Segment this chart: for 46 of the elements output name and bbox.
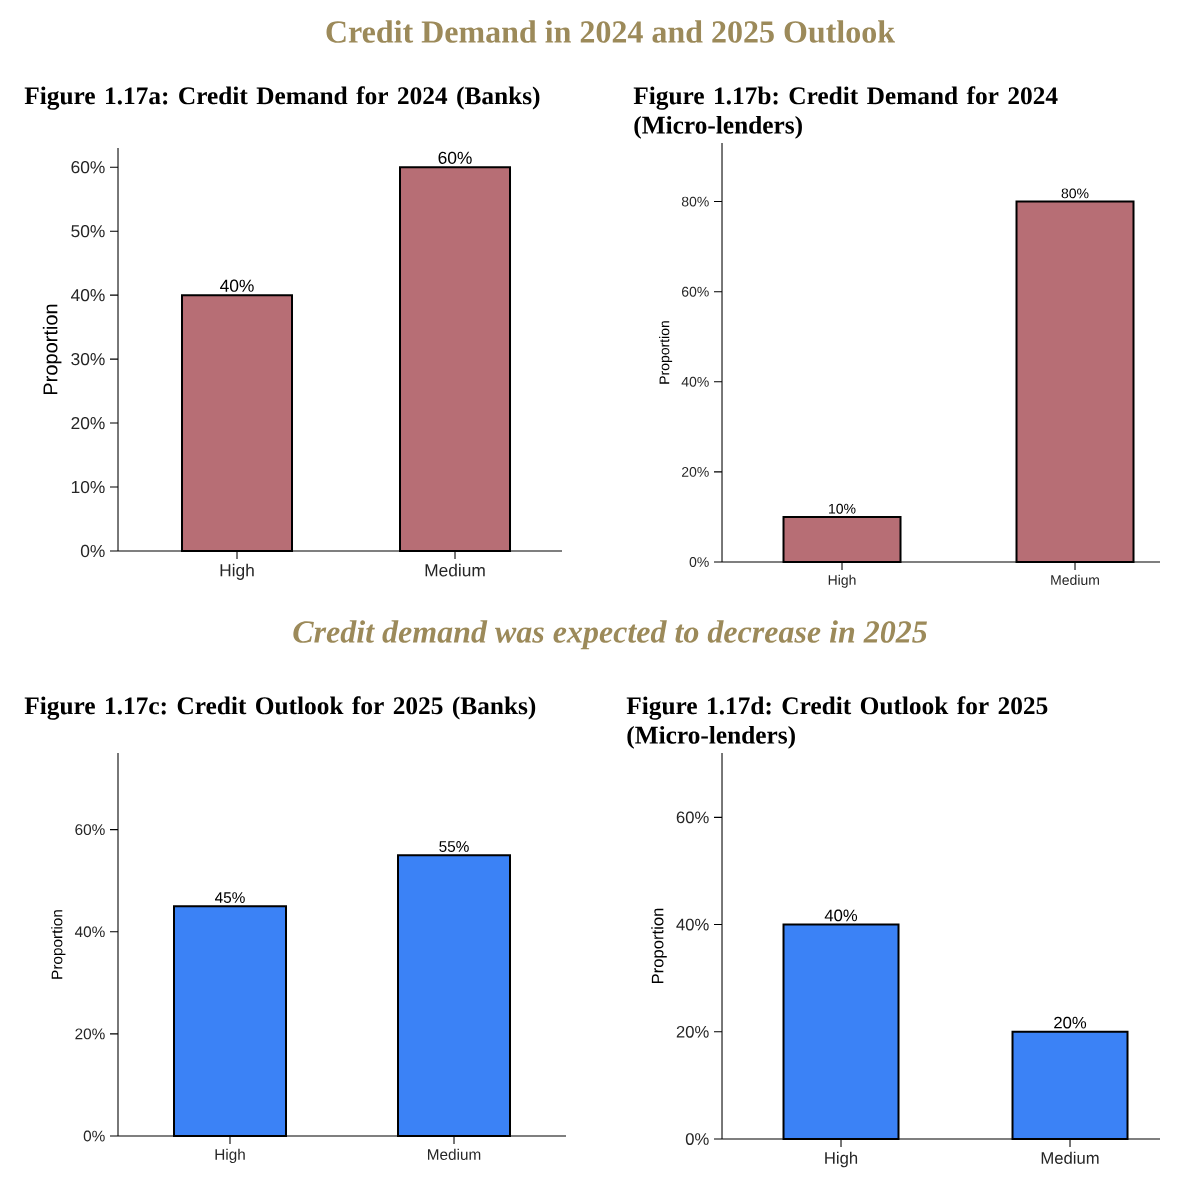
data-label: 80% [1061,188,1089,199]
y-axis-title: Proportion [651,908,667,984]
y-axis-title: Proportion [659,321,673,384]
y-tick-label: 40% [71,289,105,302]
chart-title: Figure 1.17c: Credit Outlook for 2025 (Banks) [24,696,536,720]
chart-title: Figure 1.17b: Credit Demand for 2024 (Micro-lenders) [633,86,1058,139]
data-label: 20% [1054,1016,1087,1029]
data-label: 60% [438,151,472,164]
chart-title: Figure 1.17a: Credit Demand for 2024 (Banks) [24,86,540,110]
y-tick-label: 30% [71,352,105,366]
y-tick-label: 20% [676,1025,709,1038]
x-tick-label: High [220,563,254,580]
y-tick-label: 40% [681,376,709,387]
y-tick-label: 20% [71,416,105,430]
x-tick-label: High [215,1148,245,1164]
y-axis-title: Proportion [42,304,62,395]
y-tick-label: 60% [681,286,709,297]
y-tick-label: 20% [681,466,709,477]
y-tick-label: 60% [676,811,709,824]
y-tick-label: 0% [80,544,105,558]
y-tick-label: 0% [685,1133,709,1145]
x-tick-label: High [828,574,856,588]
y-tick-label: 20% [75,1028,105,1040]
data-label: 10% [829,503,856,514]
x-tick-label: Medium [425,563,485,577]
chart-title: Figure 1.17d: Credit Outlook for 2025 (Micro-lenders) [626,696,1048,749]
y-tick-label: 80% [681,196,709,207]
x-tick-label: Medium [427,1148,481,1160]
text: Credit demand was expected to decrease in 2025 [293,620,927,650]
text: Credit Demand in 2024 and 2025 Outlook [326,20,895,43]
x-tick-label: Medium [1051,574,1099,586]
y-tick-label: 10% [71,480,105,494]
y-tick-label: 60% [75,824,105,836]
data-label: 45% [215,892,245,903]
data-label: 55% [439,841,469,852]
y-tick-label: 40% [676,918,709,931]
y-tick-label: 0% [83,1130,105,1142]
x-tick-label: Medium [1041,1151,1099,1164]
y-tick-label: 60% [71,161,105,174]
data-label: 40% [220,279,254,292]
y-tick-label: 50% [71,225,105,238]
y-tick-label: 40% [74,926,105,938]
y-tick-label: 0% [689,557,709,567]
y-axis-title: Proportion [51,910,66,979]
x-tick-label: High [825,1151,858,1168]
data-label: 40% [824,909,858,922]
